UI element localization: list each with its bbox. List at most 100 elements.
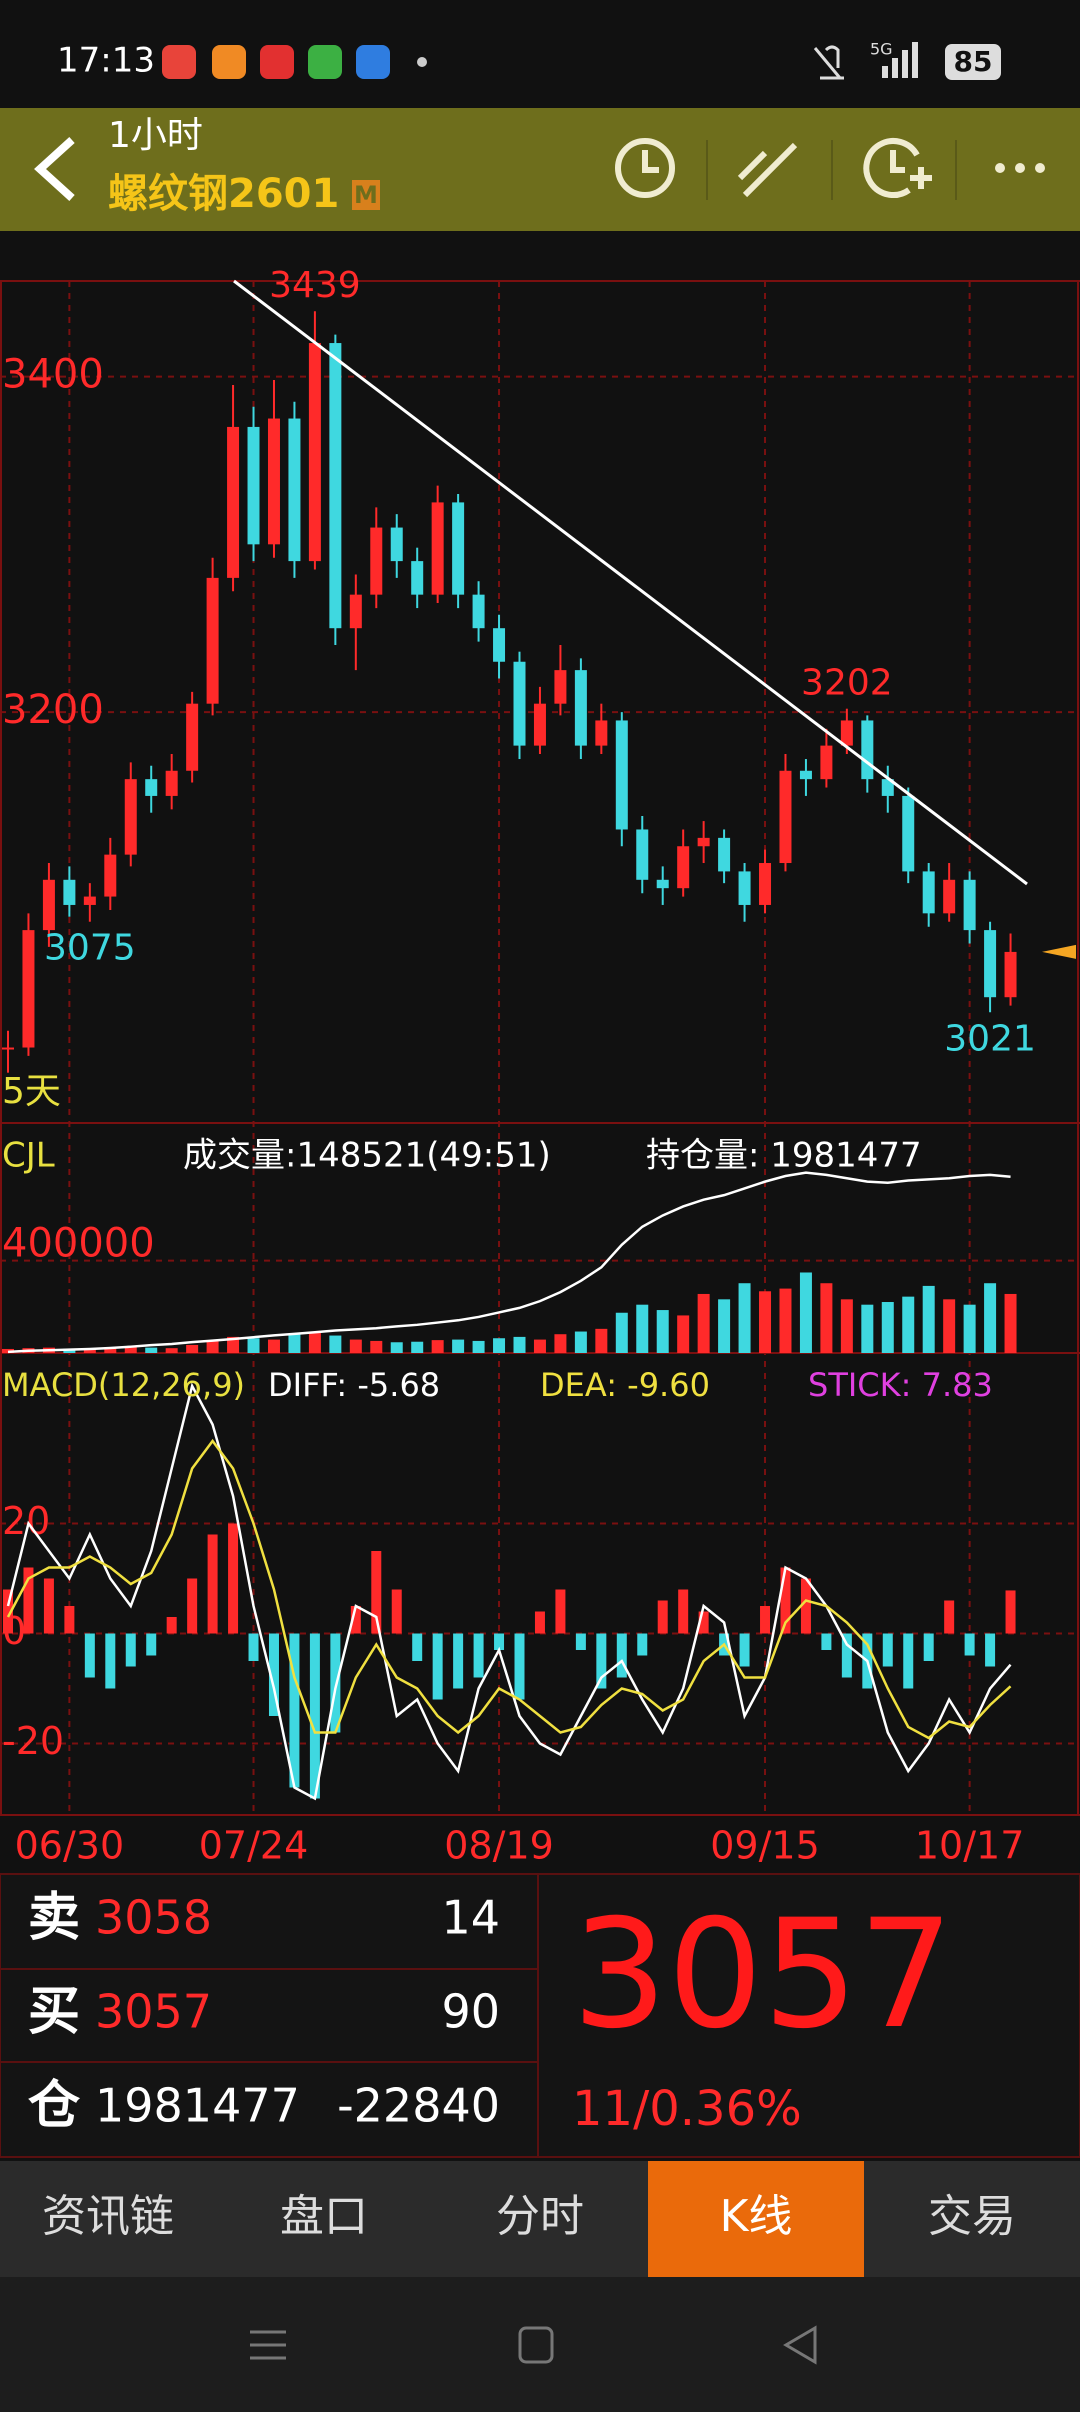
- candle-body: [840, 720, 853, 746]
- indicator-icon[interactable]: [737, 142, 798, 198]
- trend-line: [233, 279, 1028, 886]
- candle-body: [595, 720, 608, 746]
- tab[interactable]: K线: [720, 2191, 793, 2242]
- book-price: 3057: [95, 1985, 212, 2039]
- candle-body: [145, 779, 158, 796]
- book-volume: 90: [441, 1985, 500, 2039]
- macd-bar: [923, 1633, 934, 1661]
- volume-bar: [738, 1283, 751, 1353]
- macd-bar: [268, 1633, 279, 1716]
- volume-bar: [718, 1299, 731, 1353]
- macd-bar: [228, 1523, 239, 1634]
- macd-bar: [616, 1633, 627, 1678]
- macd-bar: [739, 1633, 750, 1667]
- extreme-label: 3075: [44, 928, 136, 969]
- nav-menu[interactable]: [250, 2330, 286, 2360]
- volume-bar: [656, 1310, 669, 1353]
- macd-bar: [166, 1617, 177, 1634]
- volume-bar: [943, 1299, 956, 1353]
- candle-body: [349, 594, 362, 629]
- volume-bar: [513, 1336, 526, 1353]
- extreme-label: 3202: [801, 663, 893, 704]
- symbol: 螺纹钢2601: [108, 171, 339, 217]
- candle-body: [472, 594, 485, 629]
- candle-body: [165, 770, 178, 796]
- volume-bar: [165, 1348, 178, 1353]
- time-icon[interactable]: [615, 138, 675, 198]
- book-side: 买: [28, 1982, 80, 2042]
- macd-bar: [637, 1633, 648, 1656]
- book-side: 卖: [28, 1888, 80, 1948]
- macd-bar: [391, 1589, 402, 1634]
- volume-bar: [390, 1342, 403, 1353]
- candle-body: [799, 770, 812, 780]
- macd-bar: [187, 1578, 198, 1634]
- volume-bar: [267, 1339, 280, 1353]
- macd-bar: [841, 1633, 852, 1678]
- candle-body: [411, 561, 424, 595]
- macd-bar: [1005, 1590, 1016, 1634]
- candle-body: [104, 854, 117, 897]
- badge: M: [354, 181, 378, 209]
- panel-frames: [0, 280, 1080, 1816]
- candle-body: [656, 879, 669, 889]
- macd-bar: [207, 1534, 218, 1634]
- candle-body: [820, 745, 833, 780]
- tab[interactable]: 分时: [496, 2191, 584, 2242]
- candle-body: [206, 577, 219, 704]
- book-price: 1981477: [95, 2079, 300, 2133]
- candle-body: [943, 879, 956, 914]
- candle-body: [124, 779, 137, 855]
- candle-body: [984, 930, 997, 998]
- candle-body: [63, 879, 76, 905]
- volume-bar: [615, 1312, 628, 1353]
- macd-bar: [105, 1633, 116, 1689]
- volume-bar: [554, 1334, 567, 1353]
- more-icon[interactable]: [995, 163, 1045, 173]
- x-tick-label: 10/17: [915, 1824, 1025, 1868]
- status-time: 17:13: [57, 41, 155, 81]
- tab[interactable]: 资讯链: [42, 2191, 174, 2242]
- candle-body: [861, 720, 874, 780]
- macd-bar: [43, 1578, 54, 1634]
- volume-bar: [329, 1335, 342, 1353]
- candle-body: [2, 1047, 14, 1050]
- candle-body: [718, 837, 731, 872]
- macd-bar: [494, 1633, 505, 1650]
- alarm-icon[interactable]: [863, 138, 932, 198]
- volume-bar: [349, 1339, 362, 1353]
- x-tick-label: 09/15: [710, 1824, 820, 1868]
- candle-body: [1004, 951, 1017, 998]
- macd-bar: [432, 1633, 443, 1700]
- volume-bar: [840, 1299, 853, 1353]
- badge-box: [352, 180, 380, 210]
- volume-bar: [83, 1349, 96, 1353]
- tab[interactable]: 盘口: [280, 2191, 368, 2242]
- back-button[interactable]: [34, 137, 75, 201]
- volume-bar: [922, 1285, 935, 1353]
- stick-label: STICK: 7.83: [808, 1366, 993, 1404]
- volume-bar: [799, 1272, 812, 1353]
- candle-body: [902, 795, 915, 872]
- macd-bar: [289, 1633, 300, 1788]
- book-price: 3058: [95, 1891, 212, 1945]
- nav-home[interactable]: [518, 2326, 554, 2364]
- volume-bar: [288, 1334, 301, 1353]
- book-volume: 14: [441, 1891, 500, 1945]
- candle-body: [759, 863, 772, 905]
- macd-bar: [453, 1633, 464, 1689]
- open-interest-label: 持仓量: 1981477: [646, 1136, 922, 1176]
- candle-body: [42, 879, 55, 931]
- extreme-label: 3021: [944, 1018, 1036, 1059]
- nav-back[interactable]: [783, 2325, 817, 2365]
- macd-bar: [146, 1633, 157, 1656]
- x-tick-label: 08/19: [444, 1824, 554, 1868]
- volume-bar: [227, 1336, 240, 1353]
- macd-bar: [964, 1633, 975, 1656]
- status-network: 5G: [870, 40, 893, 59]
- period[interactable]: 1小时: [108, 115, 203, 156]
- battery-frame: [945, 44, 1001, 80]
- tab[interactable]: 交易: [928, 2191, 1016, 2242]
- volume-bar: [984, 1283, 997, 1353]
